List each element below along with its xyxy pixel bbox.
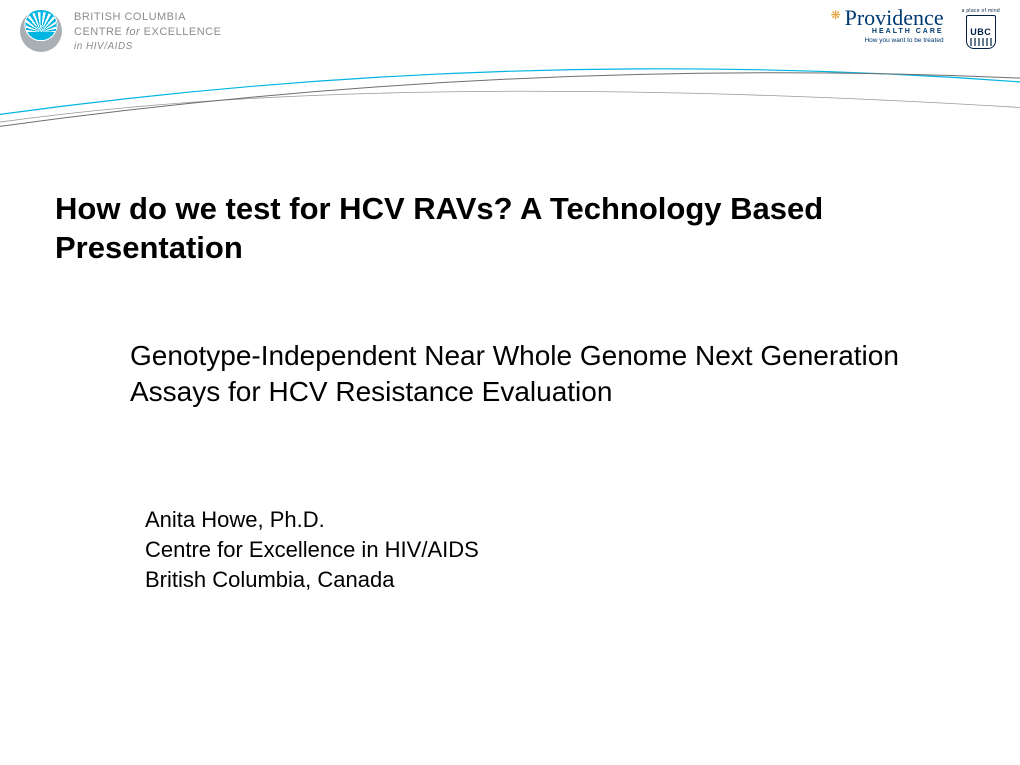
bc-line3: in HIV/AIDS	[74, 40, 221, 54]
slide-header: BRITISH COLUMBIA CENTRE for EXCELLENCE i…	[0, 0, 1020, 140]
providence-name: Providence	[845, 8, 944, 28]
ubc-top: a place of mind	[962, 8, 1000, 14]
bc-line1: BRITISH COLUMBIA	[74, 10, 221, 25]
author-affil: Centre for Excellence in HIV/AIDS	[145, 535, 965, 565]
slide-subtitle: Genotype-Independent Near Whole Genome N…	[130, 338, 905, 411]
slide-title: How do we test for HCV RAVs? A Technolog…	[55, 190, 965, 268]
author-name: Anita Howe, Ph.D.	[145, 505, 965, 535]
bc-cfe-icon	[20, 10, 62, 52]
providence-tag: How you want to be treated	[845, 37, 944, 44]
author-block: Anita Howe, Ph.D. Centre for Excellence …	[145, 505, 965, 594]
right-logos: Providence HEALTH CARE How you want to b…	[845, 8, 1000, 49]
bc-cfe-logo: BRITISH COLUMBIA CENTRE for EXCELLENCE i…	[20, 10, 221, 53]
ubc-shield-icon: UBC	[966, 15, 996, 49]
providence-logo: Providence HEALTH CARE How you want to b…	[845, 8, 944, 44]
slide-content: How do we test for HCV RAVs? A Technolog…	[0, 140, 1020, 594]
bc-line2: CENTRE for EXCELLENCE	[74, 25, 221, 40]
bc-cfe-text: BRITISH COLUMBIA CENTRE for EXCELLENCE i…	[74, 10, 221, 53]
ubc-logo: a place of mind UBC	[962, 8, 1000, 49]
author-location: British Columbia, Canada	[145, 565, 965, 595]
